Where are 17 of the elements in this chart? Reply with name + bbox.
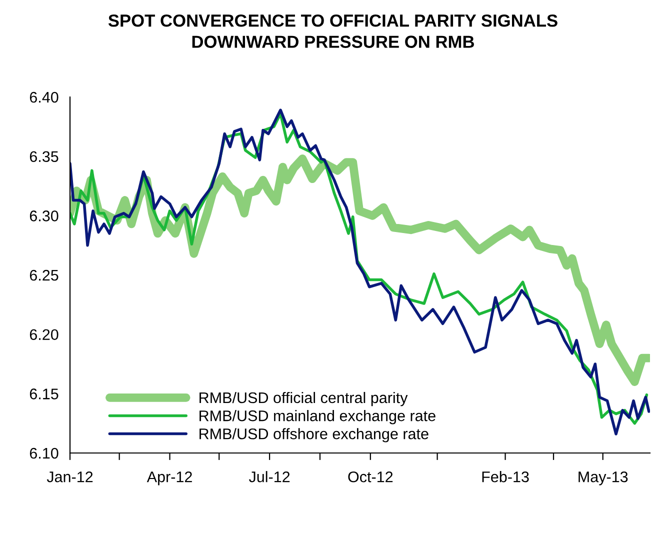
y-tick-label: 6.40 xyxy=(30,92,58,103)
legend-label: RMB/USD offshore exchange rate xyxy=(200,428,428,442)
chart-title: SPOT CONVERGENCE TO OFFICIAL PARITY SIGNALS DOWNWARD PRESSURE ON RMB xyxy=(108,14,558,48)
x-tick-label: Jan-12 xyxy=(46,471,93,482)
y-tick-label: 6.20 xyxy=(30,329,58,340)
x-tick-label: Oct-12 xyxy=(348,471,393,482)
legend-label: RMB/USD official central parity xyxy=(200,392,408,406)
y-tick-label: 6.25 xyxy=(30,270,58,281)
x-tick-label: Jul-12 xyxy=(248,471,290,482)
legend-label: RMB/USD mainland exchange rate xyxy=(200,410,436,424)
y-tick-label: 6.15 xyxy=(30,388,58,400)
x-tick-label: Apr-12 xyxy=(146,471,192,486)
y-tick-label: 6.10 xyxy=(30,448,58,459)
y-tick-label: 6.35 xyxy=(30,151,58,162)
y-tick-label: 6.30 xyxy=(30,210,58,222)
x-tick-label: Feb-13 xyxy=(482,471,529,482)
x-tick-label: May-13 xyxy=(578,471,628,486)
